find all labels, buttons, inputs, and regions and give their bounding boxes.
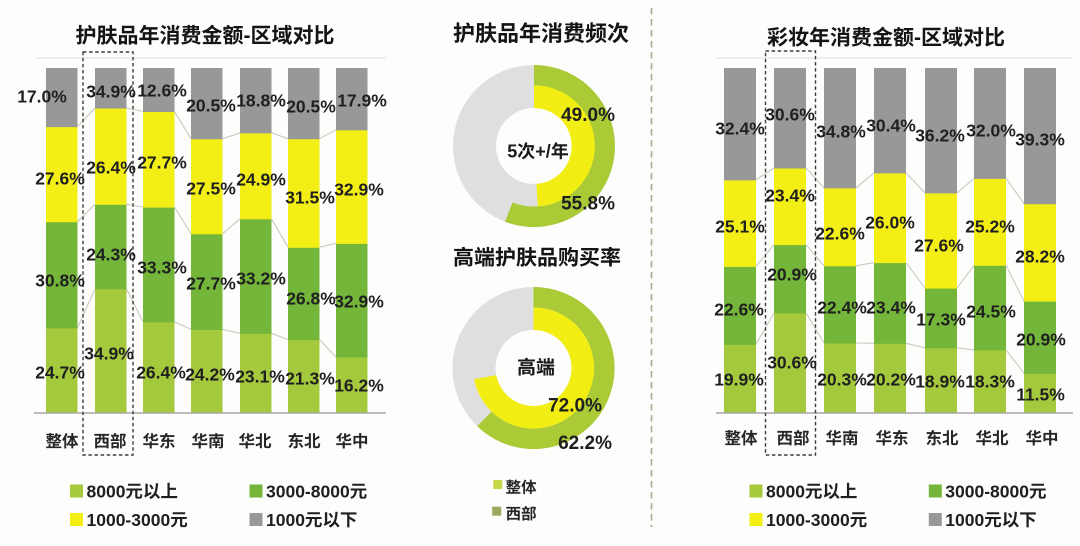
svg-text:18.9%: 18.9%	[915, 371, 965, 391]
svg-text:26.4%: 26.4%	[86, 157, 136, 177]
svg-text:11.5%: 11.5%	[1016, 384, 1065, 404]
svg-text:24.3%: 24.3%	[86, 244, 136, 264]
svg-text:1000: 1000	[945, 510, 984, 530]
svg-text:18.8%: 18.8%	[236, 90, 286, 110]
svg-text:36.2%: 36.2%	[915, 125, 965, 145]
svg-text:27.6%: 27.6%	[914, 235, 964, 255]
svg-text:5: 5	[507, 142, 517, 162]
svg-text:25.1%: 25.1%	[715, 216, 765, 236]
svg-text:34.9%: 34.9%	[86, 81, 136, 101]
svg-text:32.9%: 32.9%	[334, 179, 384, 199]
svg-text:20.5%: 20.5%	[186, 95, 236, 115]
svg-text:33.3%: 33.3%	[137, 257, 187, 277]
svg-text:26.8%: 26.8%	[286, 288, 336, 308]
svg-text:31.5%: 31.5%	[285, 187, 335, 207]
svg-text:20.5%: 20.5%	[286, 96, 336, 116]
svg-text:1000-3000: 1000-3000	[766, 510, 850, 530]
svg-text:24.2%: 24.2%	[185, 364, 235, 384]
svg-text:32.9%: 32.9%	[334, 291, 384, 311]
svg-text:-: -	[914, 27, 921, 50]
svg-text:1000: 1000	[266, 510, 305, 530]
svg-text:30.4%: 30.4%	[866, 115, 916, 135]
svg-text:39.3%: 39.3%	[1015, 129, 1065, 149]
svg-text:30.6%: 30.6%	[765, 104, 815, 124]
svg-text:27.7%: 27.7%	[186, 273, 236, 293]
svg-text:62.2%: 62.2%	[558, 433, 612, 454]
svg-text:12.6%: 12.6%	[137, 80, 187, 100]
svg-text:1000-3000: 1000-3000	[87, 510, 171, 530]
svg-text:20.9%: 20.9%	[1016, 329, 1066, 349]
svg-text:8000: 8000	[87, 481, 126, 501]
svg-text:24.5%: 24.5%	[966, 301, 1016, 321]
svg-text:3000-8000: 3000-8000	[945, 481, 1029, 501]
svg-text:20.2%: 20.2%	[866, 369, 916, 389]
svg-text:18.3%: 18.3%	[965, 371, 1015, 391]
svg-text:49.0%: 49.0%	[561, 105, 615, 126]
svg-text:32.4%: 32.4%	[715, 118, 765, 138]
svg-text:21.3%: 21.3%	[285, 368, 335, 388]
svg-text:8000: 8000	[766, 481, 805, 501]
svg-text:23.4%: 23.4%	[866, 297, 916, 317]
svg-text:32.0%: 32.0%	[966, 120, 1016, 140]
svg-text:24.9%: 24.9%	[236, 169, 286, 189]
svg-text:27.5%: 27.5%	[186, 178, 236, 198]
svg-text:22.6%: 22.6%	[815, 223, 865, 243]
svg-text:-: -	[244, 25, 251, 48]
svg-text:27.6%: 27.6%	[35, 168, 85, 188]
svg-text:17.9%: 17.9%	[337, 90, 387, 110]
svg-text:30.6%: 30.6%	[767, 352, 817, 372]
svg-text:34.9%: 34.9%	[84, 343, 134, 363]
svg-text:20.9%: 20.9%	[767, 264, 817, 284]
svg-text:17.3%: 17.3%	[916, 309, 966, 329]
svg-text:25.2%: 25.2%	[965, 216, 1015, 236]
svg-text:27.7%: 27.7%	[137, 152, 187, 172]
svg-text:23.4%: 23.4%	[765, 185, 815, 205]
svg-text:23.1%: 23.1%	[235, 366, 285, 386]
svg-text:17.0%: 17.0%	[17, 86, 67, 106]
svg-text:19.9%: 19.9%	[714, 369, 764, 389]
svg-text:30.8%: 30.8%	[35, 270, 85, 290]
svg-text:20.3%: 20.3%	[817, 369, 867, 389]
svg-text:+/: +/	[535, 142, 551, 162]
svg-text:28.2%: 28.2%	[1015, 246, 1065, 266]
svg-text:3000-8000: 3000-8000	[266, 481, 350, 501]
svg-text:34.8%: 34.8%	[816, 121, 866, 141]
svg-text:55.8%: 55.8%	[561, 193, 615, 214]
svg-text:16.2%: 16.2%	[334, 375, 384, 395]
svg-text:72.0%: 72.0%	[548, 395, 602, 416]
svg-text:24.7%: 24.7%	[35, 362, 85, 382]
svg-text:22.6%: 22.6%	[714, 299, 764, 319]
svg-text:33.2%: 33.2%	[236, 268, 286, 288]
svg-text:26.0%: 26.0%	[865, 212, 915, 232]
svg-text:22.4%: 22.4%	[817, 297, 867, 317]
svg-text:26.4%: 26.4%	[136, 362, 186, 382]
